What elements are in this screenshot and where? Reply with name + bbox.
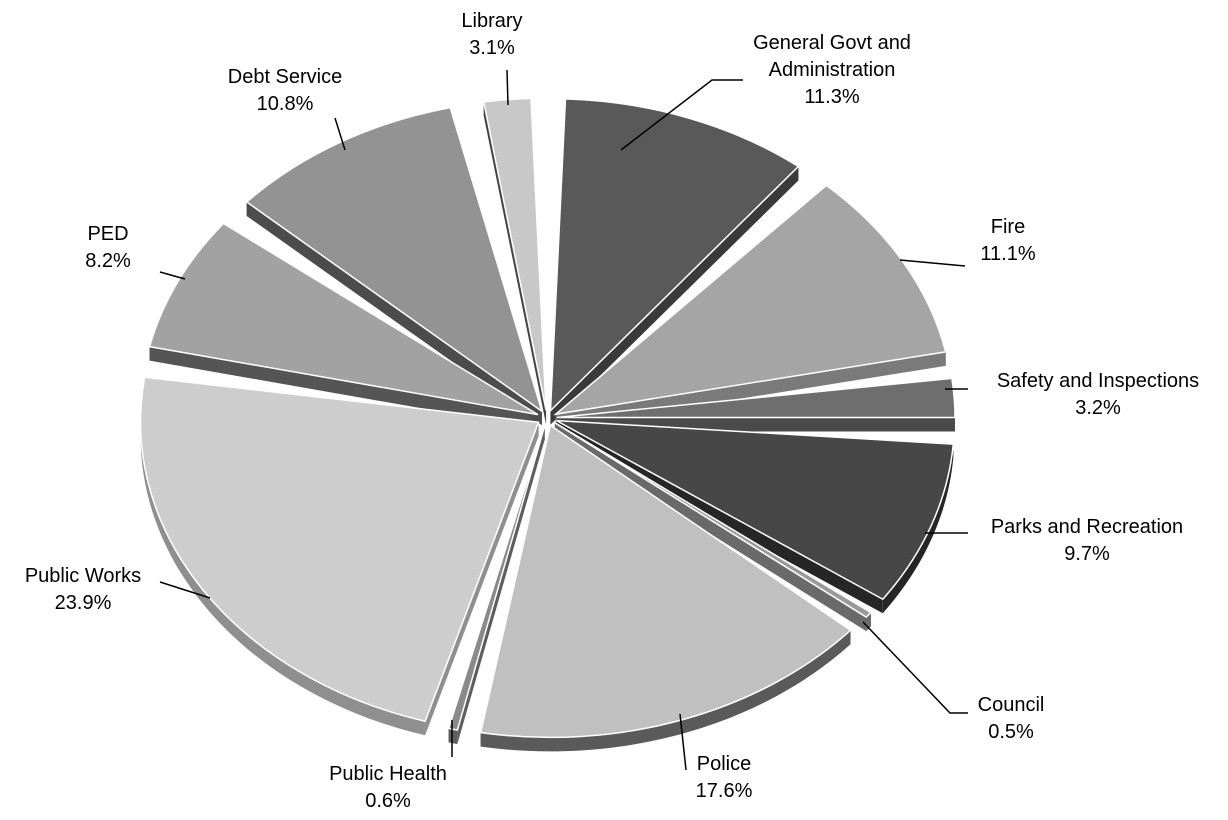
slice-radial-wall-7-0 (425, 422, 539, 736)
slice-name-label-5: Police (697, 753, 751, 775)
slice-value-label-7: 23.9% (55, 592, 112, 614)
slice-name-label-7: Public Works (25, 565, 141, 587)
leader-line-9 (334, 117, 346, 151)
slice-8 (148, 222, 539, 416)
slice-9 (245, 106, 544, 414)
slice-3 (556, 419, 955, 601)
leader-line-0 (620, 79, 743, 151)
slice-7 (139, 376, 540, 723)
slice-radial-wall-0-1 (550, 166, 799, 425)
slice-value-label-3: 9.7% (1064, 543, 1110, 565)
slice-2 (556, 377, 956, 419)
slice-5 (479, 424, 852, 739)
slice-name-label-0: Administration (769, 59, 896, 81)
slice-value-label-0: 11.3% (804, 86, 859, 108)
leader-line-10 (506, 69, 509, 106)
slice-label-6: Public Health 0.6% (329, 763, 447, 812)
leader-line-8 (159, 271, 186, 280)
slice-label-9: Debt Service 10.8% (228, 66, 343, 115)
leader-line-1 (899, 259, 966, 267)
slice-0 (549, 98, 800, 413)
leader-lines (159, 69, 968, 771)
leader-line-7 (159, 581, 211, 599)
slice-name-label-6: Public Health (329, 763, 447, 785)
leader-line-4 (862, 621, 968, 714)
slice-label-7: Public Works 23.9% (25, 565, 141, 614)
slice-label-1: Fire 11.1% (980, 216, 1035, 265)
slice-6 (447, 425, 546, 731)
slice-name-label-0: General Govt and (753, 32, 911, 54)
slice-name-label-2: Safety and Inspections (997, 370, 1199, 392)
slice-radial-wall-4-1 (554, 422, 867, 632)
slice-side-3 (882, 444, 954, 614)
slice-label-10: Library 3.1% (461, 10, 522, 59)
slice-label-8: PED 8.2% (85, 223, 131, 272)
slice-value-label-8: 8.2% (85, 250, 131, 272)
slice-radial-wall-8-0 (149, 346, 538, 429)
slice-label-4: Council 0.5% (978, 694, 1045, 743)
slice-name-label-10: Library (461, 10, 522, 32)
slice-side-7 (140, 377, 426, 736)
slice-name-label-9: Debt Service (228, 66, 343, 88)
slice-value-label-10: 3.1% (469, 37, 515, 59)
leader-line-5 (679, 713, 687, 771)
slice-4 (554, 422, 873, 619)
slice-name-label-8: PED (87, 223, 128, 245)
slice-name-label-1: Fire (991, 216, 1025, 238)
slice-value-label-2: 3.2% (1075, 397, 1121, 419)
slice-side-5 (480, 630, 851, 752)
slice-value-label-6: 0.6% (365, 790, 411, 812)
slice-label-0: General Govt and Administration 11.3% (753, 32, 911, 108)
slice-value-label-4: 0.5% (988, 721, 1034, 743)
slice-value-label-9: 10.8% (257, 93, 314, 115)
slice-radial-wall-9-0 (246, 201, 542, 426)
slice-tops (139, 97, 956, 739)
slice-1 (553, 184, 947, 416)
slice-name-label-4: Council (978, 694, 1045, 716)
slice-radial-wall-3-1 (556, 420, 883, 614)
slice-name-label-3: Parks and Recreation (991, 516, 1183, 538)
slice-label-3: Parks and Recreation 9.7% (991, 516, 1183, 565)
slice-labels: General Govt and Administration 11.3% Fire 1… (25, 10, 1199, 812)
slice-label-2: Safety and Inspections 3.2% (997, 370, 1199, 419)
slice-label-5: Police 17.6% (696, 753, 753, 802)
slice-value-label-1: 11.1% (980, 243, 1035, 265)
slice-value-label-5: 17.6% (696, 780, 753, 802)
